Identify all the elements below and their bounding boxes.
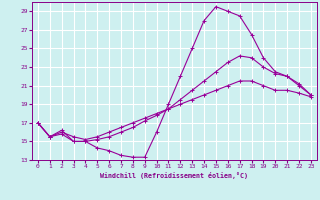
X-axis label: Windchill (Refroidissement éolien,°C): Windchill (Refroidissement éolien,°C) — [100, 172, 248, 179]
